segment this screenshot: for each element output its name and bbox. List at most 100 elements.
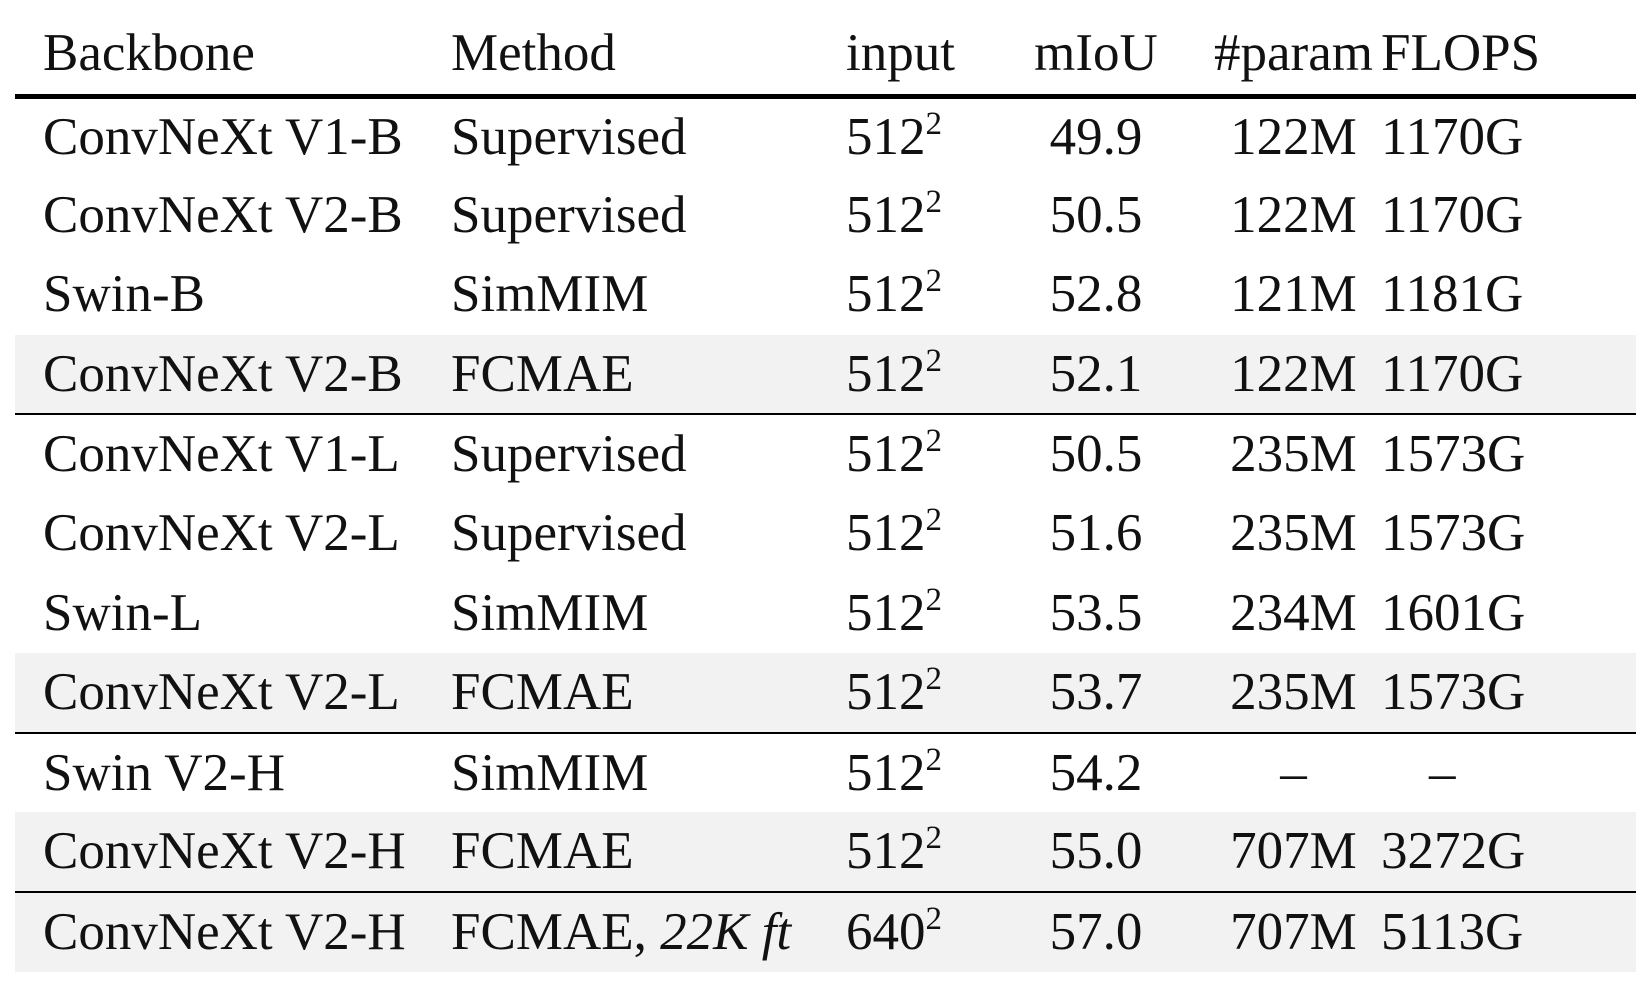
cell-param: 235M [1230, 504, 1357, 563]
input-size: 512 [846, 425, 926, 484]
cell-flops: 1170G [1381, 107, 1524, 166]
method-label: Supervised [451, 504, 687, 563]
input-exponent: 2 [925, 581, 943, 618]
cell-flops: 1601G [1381, 583, 1526, 642]
cell-backbone: ConvNeXt V2-B [43, 185, 403, 244]
cell-method: Supervised [451, 176, 846, 256]
cell-miou: 55.0 [986, 812, 1206, 892]
table-row: ConvNeXt V2-L Supervised 5122 51.6 235M 1573G [15, 494, 1636, 574]
table-body: ConvNeXt V1-B Supervised 5122 49.9 122M 1170G… [15, 96, 1636, 972]
method-label: FCMAE [451, 662, 634, 721]
cell-input: 5122 [846, 413, 986, 494]
cell-method: Supervised [451, 413, 846, 494]
cell-input: 5122 [846, 176, 986, 256]
cell-backbone: ConvNeXt V2-L [15, 653, 451, 733]
header-input: input [846, 14, 986, 99]
cell-method: Supervised [451, 494, 846, 574]
cell-method: SimMIM [451, 731, 846, 813]
input-exponent: 2 [925, 423, 943, 460]
cell-miou: 49.9 [1049, 107, 1143, 166]
input-exponent: 2 [925, 820, 943, 857]
cell-input: 5122 [846, 96, 986, 176]
cell-miou: 57.0 [986, 890, 1206, 972]
cell-input: 5122 [846, 731, 986, 813]
cell-param: 122M [1230, 185, 1357, 244]
method-label: FCMAE, [451, 902, 661, 961]
cell-input: 5122 [846, 653, 986, 733]
cell-param: – [1206, 731, 1381, 813]
cell-miou: 50.5 [1049, 185, 1143, 244]
header-row: Backbone Method input mIoU #param FLOPS [15, 14, 1636, 99]
table-row: ConvNeXt V2-H FCMAE 5122 55.0 707M 3272G [15, 812, 1636, 892]
results-table: Backbone Method input mIoU #param FLOPS … [15, 14, 1636, 972]
cell-method: FCMAE [451, 653, 846, 733]
method-label: SimMIM [451, 583, 649, 642]
input-exponent: 2 [925, 342, 943, 379]
method-label: SimMIM [451, 265, 649, 324]
cell-miou: 50.5 [986, 413, 1206, 494]
cell-input: 5122 [846, 574, 986, 654]
cell-input: 5122 [846, 334, 986, 415]
method-note: 22K ft [660, 902, 792, 961]
table-row: ConvNeXt V2-L FCMAE 5122 53.7 235M 1573G [15, 653, 1636, 733]
input-exponent: 2 [925, 183, 943, 220]
table-row: ConvNeXt V2-B Supervised 5122 50.5 122M 1170G [15, 176, 1636, 256]
cell-flops: 1573G [1381, 504, 1526, 563]
cell-param: 707M [1206, 890, 1381, 972]
table-row: Swin-L SimMIM 5122 53.5 234M 1601G [15, 574, 1636, 654]
cell-input: 5122 [846, 812, 986, 892]
cell-param: 235M [1206, 413, 1381, 494]
input-exponent: 2 [925, 263, 943, 300]
cell-backbone: ConvNeXt V1-L [15, 413, 451, 494]
cell-flops: 1170G [1381, 185, 1524, 244]
cell-flops: 3272G [1381, 812, 1636, 892]
cell-param: 121M [1230, 265, 1357, 324]
header-param: #param [1206, 14, 1381, 99]
cell-method: FCMAE [451, 334, 846, 415]
cell-backbone: ConvNeXt V2-H [15, 812, 451, 892]
method-label: FCMAE [451, 344, 634, 403]
cell-backbone: ConvNeXt V2-H [15, 890, 451, 972]
cell-flops: – [1381, 731, 1636, 813]
input-exponent: 2 [925, 741, 943, 778]
cell-param: 234M [1230, 583, 1357, 642]
method-label: Supervised [451, 425, 687, 484]
input-exponent: 2 [925, 660, 943, 697]
table-row: ConvNeXt V1-B Supervised 5122 49.9 122M 1170G [15, 96, 1636, 176]
input-exponent: 2 [925, 900, 943, 937]
cell-miou: 54.2 [986, 731, 1206, 813]
cell-method: FCMAE [451, 812, 846, 892]
input-size: 512 [846, 504, 926, 563]
cell-method: FCMAE, 22K ft [451, 890, 846, 972]
input-exponent: 2 [925, 105, 943, 142]
cell-backbone: ConvNeXt V2-L [43, 504, 400, 563]
input-exponent: 2 [925, 502, 943, 539]
cell-backbone: ConvNeXt V2-B [15, 334, 451, 415]
cell-param: 707M [1206, 812, 1381, 892]
table-row: ConvNeXt V2-B FCMAE 5122 52.1 122M 1170G [15, 334, 1636, 415]
cell-backbone: ConvNeXt V1-B [43, 107, 403, 166]
cell-backbone: Swin-B [43, 265, 205, 324]
cell-param: 235M [1206, 653, 1381, 733]
cell-miou: 53.5 [1049, 583, 1143, 642]
cell-input: 5122 [846, 255, 986, 335]
input-size: 512 [846, 107, 926, 166]
method-label: Supervised [451, 107, 687, 166]
cell-input: 6402 [846, 890, 986, 972]
header-backbone: Backbone [15, 14, 451, 99]
input-size: 512 [846, 583, 926, 642]
cell-miou: 51.6 [1049, 504, 1143, 563]
table-row: Swin V2-H SimMIM 5122 54.2– – [15, 731, 1636, 813]
method-label: FCMAE [451, 822, 634, 881]
header-miou: mIoU [986, 14, 1206, 99]
cell-miou: 52.8 [1049, 265, 1143, 324]
method-label: SimMIM [451, 743, 649, 802]
cell-backbone: Swin-L [43, 583, 202, 642]
table-row: ConvNeXt V1-L Supervised 5122 50.5 235M 1573G [15, 413, 1636, 494]
table-row: Swin-B SimMIM 5122 52.8 121M 1181G [15, 255, 1636, 335]
table-row: ConvNeXt V2-H FCMAE, 22K ft 6402 57.0 707M 51… [15, 890, 1636, 972]
cell-param: 122M [1230, 107, 1357, 166]
header-method: Method [451, 14, 846, 99]
input-size: 512 [846, 344, 926, 403]
cell-miou: 52.1 [986, 334, 1206, 415]
